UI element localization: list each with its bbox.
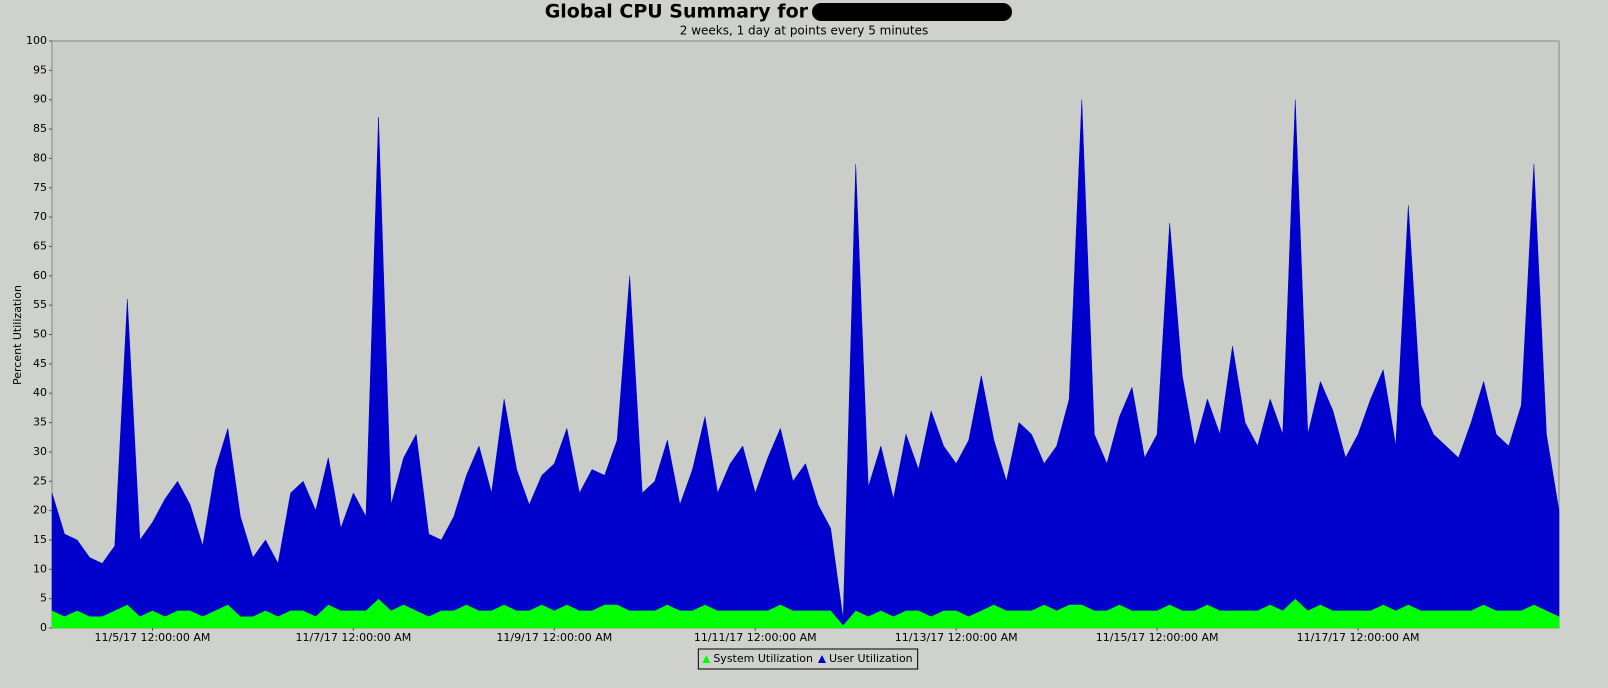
y-tick-label: 45 — [33, 357, 47, 370]
legend-marker — [702, 655, 711, 663]
x-tick-label: 11/15/17 12:00:00 AM — [1096, 631, 1219, 644]
y-tick-label: 95 — [33, 63, 47, 76]
y-tick-label: 15 — [33, 533, 47, 546]
area — [51, 99, 1560, 626]
redaction — [812, 3, 1012, 21]
y-tick-label: 50 — [33, 328, 47, 341]
y-tick-label: 90 — [33, 93, 47, 106]
y-tick-label: 80 — [33, 151, 47, 164]
x-tick-label: 11/7/17 12:00:00 AM — [295, 631, 411, 644]
legend-label: System Utilization — [713, 652, 813, 665]
chart-title: Global CPU Summary for — [545, 1, 809, 23]
areas — [51, 99, 1560, 629]
x-tick-label: 11/17/17 12:00:00 AM — [1297, 631, 1420, 644]
y-tick-label: 75 — [33, 181, 47, 194]
y-axis-label: Percent Utilization — [11, 285, 24, 385]
y-tick-label: 10 — [33, 562, 47, 575]
y-tick-label: 20 — [33, 504, 47, 517]
y-tick-label: 70 — [33, 210, 47, 223]
legend: System Utilization User Utilization — [697, 648, 919, 670]
y-tick-label: 5 — [40, 592, 47, 605]
legend-marker — [817, 655, 826, 663]
y-tick-label: 100 — [26, 34, 47, 47]
y-tick-label: 25 — [33, 474, 47, 487]
y-tick-label: 55 — [33, 298, 47, 311]
y-tick-label: 40 — [33, 386, 47, 399]
chart-subtitle: 2 weeks, 1 day at points every 5 minutes — [680, 24, 928, 38]
x-tick-label: 11/13/17 12:00:00 AM — [895, 631, 1018, 644]
legend-label: User Utilization — [829, 652, 913, 665]
legend-box — [697, 648, 919, 670]
y-tick-label: 35 — [33, 416, 47, 429]
y-tick-label: 60 — [33, 269, 47, 282]
y-tick-label: 0 — [40, 621, 47, 634]
y-tick-label: 85 — [33, 122, 47, 135]
x-tick-label: 11/11/17 12:00:00 AM — [694, 631, 817, 644]
y-tick-label: 30 — [33, 445, 47, 458]
y-tick-label: 65 — [33, 239, 47, 252]
x-tick-label: 11/5/17 12:00:00 AM — [95, 631, 211, 644]
x-tick-label: 11/9/17 12:00:00 AM — [496, 631, 612, 644]
